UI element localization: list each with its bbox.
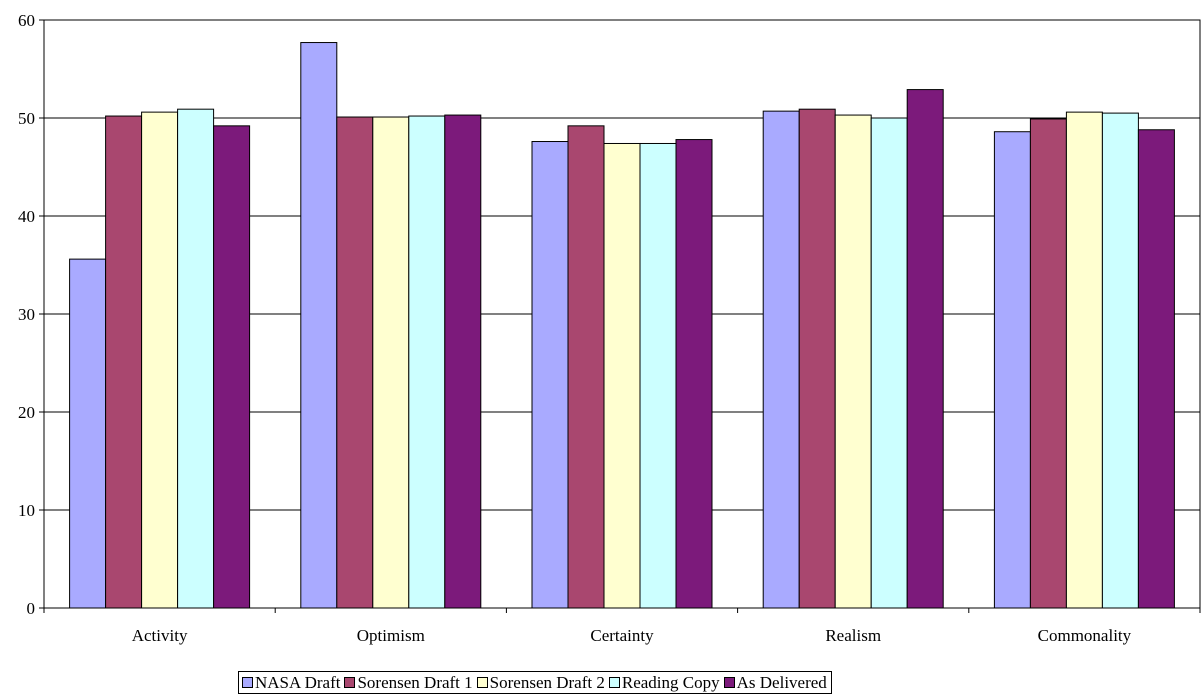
bar-nasa-draft-commonality — [993, 131, 1031, 609]
bar-sorensen-draft-1-realism — [798, 108, 836, 609]
y-tick-label: 20 — [18, 403, 35, 422]
bar-sorensen-draft-1-commonality — [1029, 118, 1067, 609]
legend-item: Reading Copy — [608, 672, 720, 693]
category-label: Realism — [825, 626, 881, 645]
legend-label: As Delivered — [736, 672, 827, 692]
legend-item: As Delivered — [723, 672, 827, 693]
legend-label: Reading Copy — [621, 672, 720, 692]
legend-swatch — [476, 677, 488, 688]
bar-sorensen-draft-2-certainty — [603, 142, 641, 609]
legend-swatch — [608, 677, 620, 688]
bar-nasa-draft-activity — [69, 258, 107, 609]
bar-reading-copy-realism — [870, 117, 908, 609]
y-tick-label: 10 — [18, 501, 35, 520]
y-tick-label: 30 — [18, 305, 35, 324]
legend-swatch — [242, 677, 253, 688]
bar-nasa-draft-realism — [762, 110, 800, 609]
bar-reading-copy-certainty — [639, 142, 677, 609]
bar-reading-copy-optimism — [408, 115, 446, 609]
legend-item: NASA Draft — [242, 673, 340, 693]
category-labels: Activity Optimism Certainty Realism Commonal… — [132, 626, 1132, 645]
bar-as-delivered-commonality — [1137, 129, 1175, 609]
legend-swatch — [723, 677, 735, 688]
y-tick-label: 50 — [18, 109, 35, 128]
category-label: Certainty — [590, 626, 654, 645]
legend-label: Sorensen Draft 1 — [357, 672, 473, 692]
legend-swatch — [344, 677, 356, 688]
bar-as-delivered-certainty — [675, 139, 713, 609]
legend: NASA Draft Sorensen Draft 1 Sorensen Draft… — [238, 671, 832, 694]
y-tick-label: 0 — [27, 599, 36, 618]
bar-chart: 0 10 20 30 40 50 60 Activity Optimism Certainty R… — [18, 11, 1201, 645]
bar-sorensen-draft-2-commonality — [1065, 111, 1103, 609]
bar-sorensen-draft-1-activity — [105, 115, 143, 609]
category-label: Optimism — [357, 626, 425, 645]
y-tick-label: 60 — [18, 11, 35, 30]
category-label: Commonality — [1038, 626, 1132, 645]
legend-label: Sorensen Draft 2 — [489, 672, 605, 692]
bar-as-delivered-realism — [906, 89, 944, 609]
bar-sorensen-draft-1-certainty — [567, 125, 605, 609]
legend-label: NASA Draft — [255, 672, 341, 692]
y-tick-label: 40 — [18, 207, 35, 226]
bar-reading-copy-commonality — [1101, 112, 1139, 609]
bar-reading-copy-activity — [177, 108, 215, 609]
bar-sorensen-draft-2-activity — [141, 111, 179, 609]
y-tick-labels: 0 10 20 30 40 50 60 — [18, 11, 35, 618]
bar-as-delivered-activity — [213, 125, 251, 609]
bar-as-delivered-optimism — [444, 114, 482, 609]
legend-item: Sorensen Draft 1 — [344, 672, 473, 693]
bar-sorensen-draft-2-optimism — [372, 116, 410, 609]
bars — [69, 42, 1175, 609]
legend-item: Sorensen Draft 2 — [476, 672, 605, 693]
axes — [39, 19, 1201, 613]
bar-nasa-draft-certainty — [531, 141, 569, 609]
bar-sorensen-draft-2-realism — [834, 114, 872, 609]
bar-sorensen-draft-1-optimism — [336, 116, 374, 609]
bar-nasa-draft-optimism — [300, 42, 338, 609]
category-label: Activity — [132, 626, 188, 645]
